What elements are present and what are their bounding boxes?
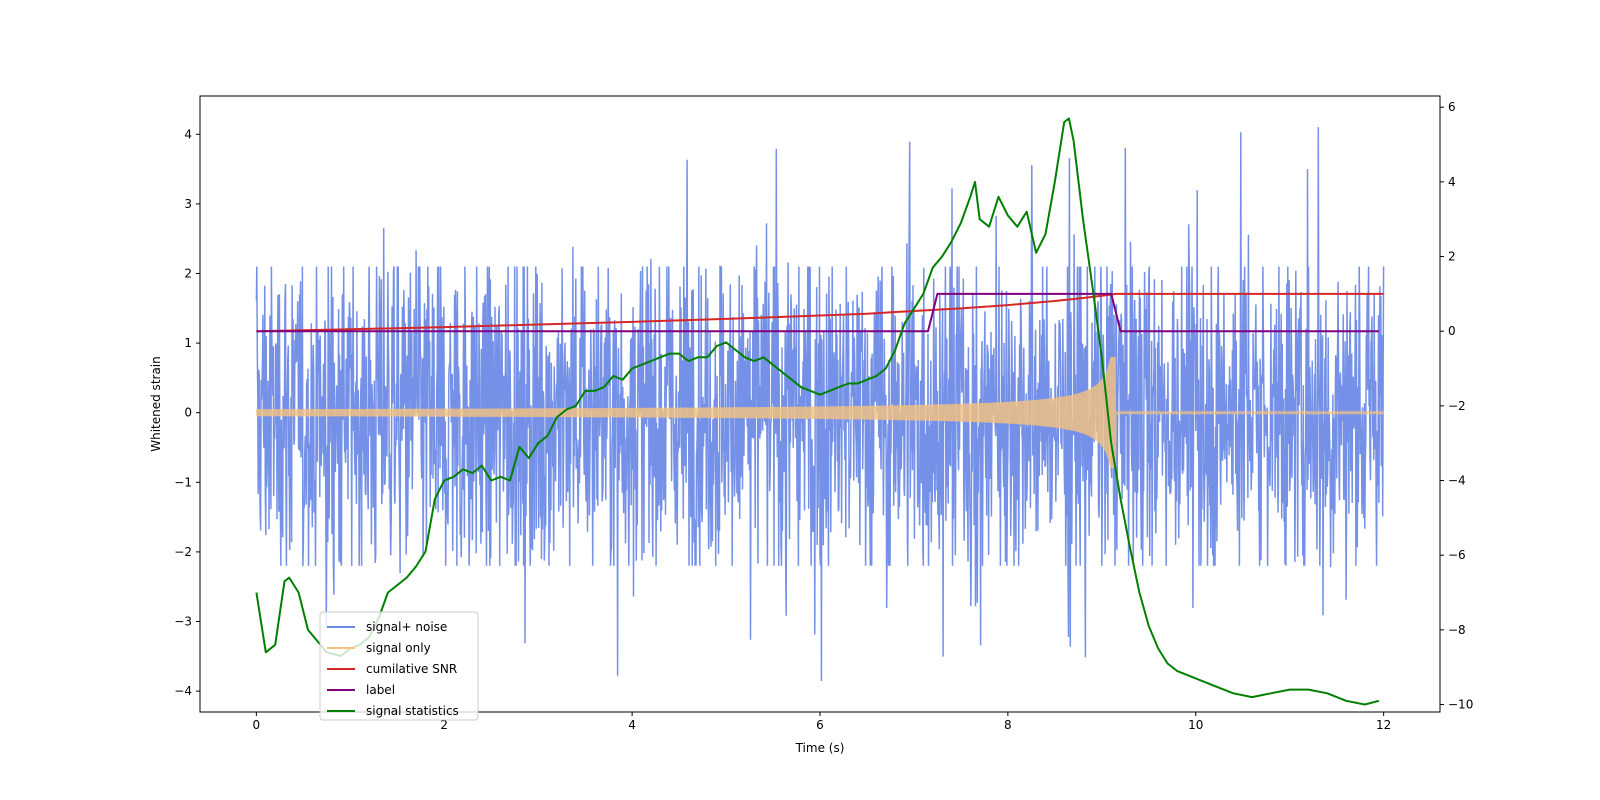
y2-tick-label: −6: [1448, 548, 1466, 562]
y2-tick-label: 4: [1448, 175, 1456, 189]
x-axis-label: Time (s): [795, 741, 845, 755]
series-signal-noise: [255, 127, 1385, 682]
y-axis-left: −4 −3 −2 −1 0 1 2 3 4: [174, 127, 200, 698]
plot-area: [255, 117, 1385, 706]
y-tick-label: −1: [174, 475, 192, 489]
series-cumilative-snr: [256, 292, 1384, 333]
y-tick-label: 0: [184, 406, 192, 420]
x-tick-label: 0: [253, 718, 261, 732]
x-tick-label: 6: [816, 718, 824, 732]
y-tick-label: −3: [174, 615, 192, 629]
y2-tick-label: −2: [1448, 399, 1466, 413]
series-signal-only: [255, 356, 1385, 469]
legend-label: signal+ noise: [366, 620, 447, 634]
y2-tick-label: −8: [1448, 623, 1466, 637]
y-tick-label: 1: [184, 336, 192, 350]
x-tick-label: 10: [1188, 718, 1203, 732]
y-tick-label: 4: [184, 127, 192, 141]
x-tick-label: 2: [440, 718, 448, 732]
legend-label: signal statistics: [366, 704, 459, 718]
x-tick-label: 4: [628, 718, 636, 732]
y2-tick-label: −10: [1448, 698, 1473, 712]
y-tick-label: −2: [174, 545, 192, 559]
legend: signal+ noise signal only cumilative SNR la…: [319, 611, 479, 721]
x-tick-label: 12: [1376, 718, 1391, 732]
y2-tick-label: −4: [1448, 474, 1466, 488]
legend-label: cumilative SNR: [366, 662, 457, 676]
y-tick-label: −4: [174, 684, 192, 698]
y2-tick-label: 0: [1448, 324, 1456, 338]
y2-tick-label: 6: [1448, 100, 1456, 114]
legend-label: label: [366, 683, 395, 697]
y2-tick-label: 2: [1448, 250, 1456, 264]
y-axis-label: Whitened strain: [149, 356, 163, 452]
legend-frame: [319, 611, 479, 721]
legend-label: signal only: [366, 641, 431, 655]
series-signal-statistics: [255, 117, 1380, 706]
x-tick-label: 8: [1004, 718, 1012, 732]
y-tick-label: 3: [184, 197, 192, 211]
y-axis-right: −10 −8 −6 −4 −2 0 2 4 6: [1440, 100, 1473, 712]
series-label: [256, 292, 1379, 333]
y-tick-label: 2: [184, 266, 192, 280]
